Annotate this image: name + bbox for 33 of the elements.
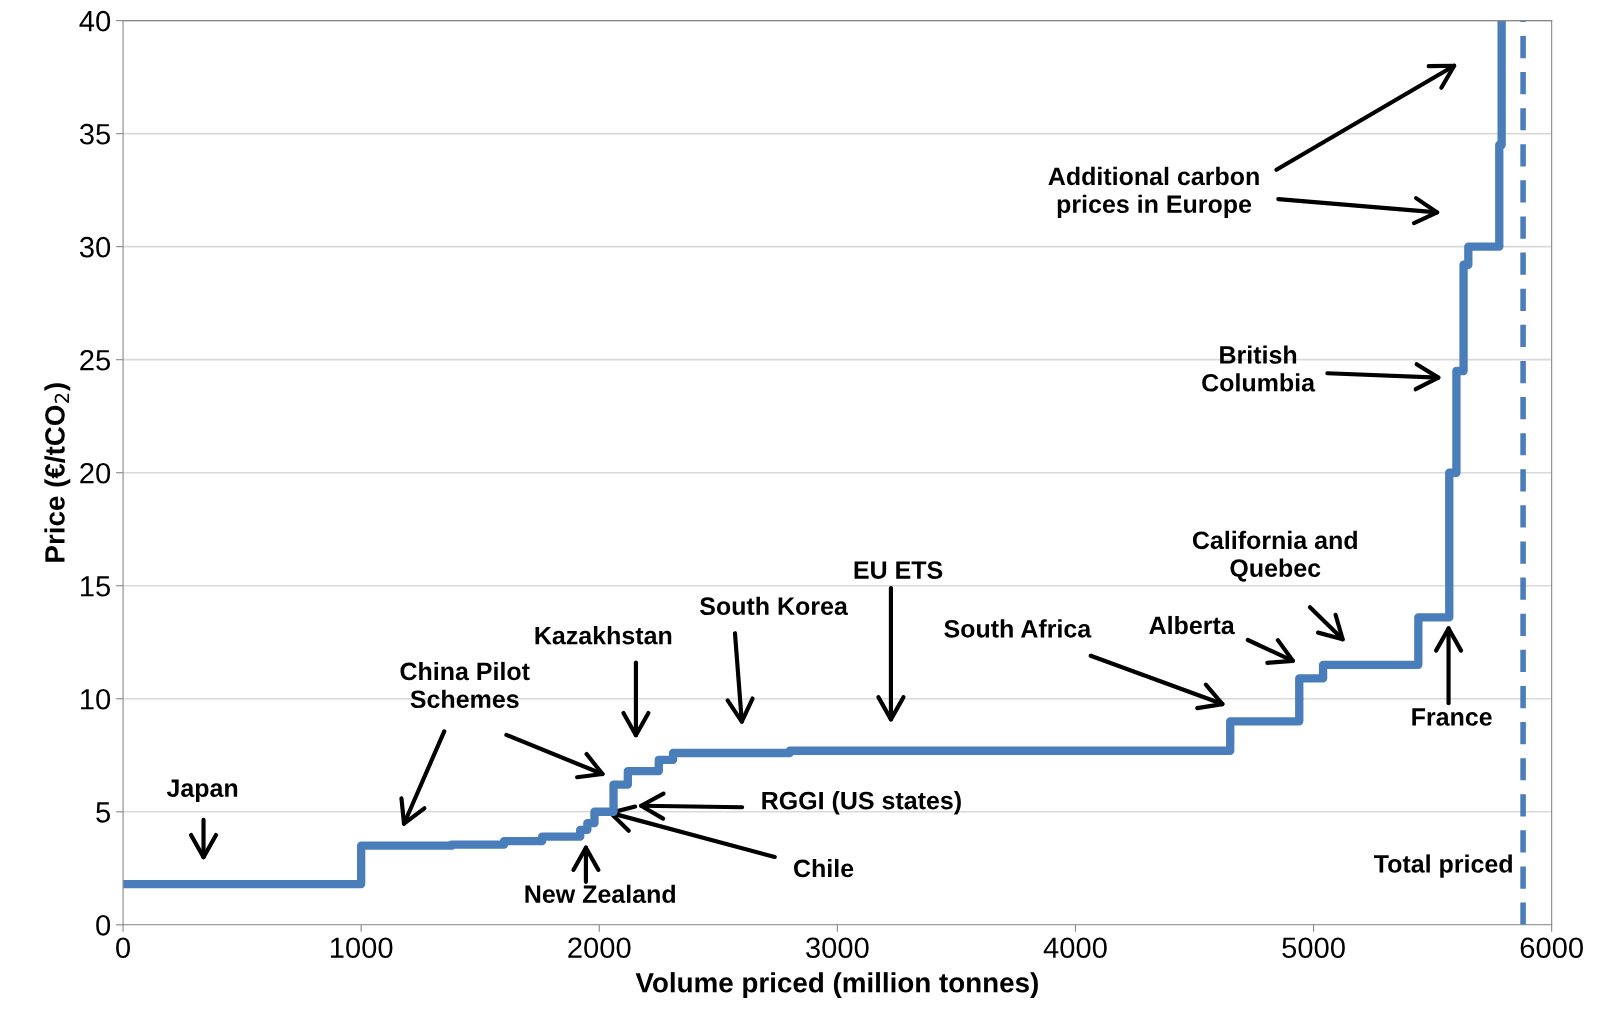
- annotation: Kazakhstan: [535, 626, 672, 645]
- x-tick-label: 3000: [806, 937, 869, 959]
- y-tick-label: 30: [79, 236, 111, 258]
- annotation: South Korea: [699, 596, 849, 616]
- annotation: Chile: [794, 858, 854, 878]
- annotation: Additional carbon prices in Europe: [1048, 166, 1259, 218]
- x-tick-label: 0: [116, 937, 131, 959]
- annotation: California and Quebec: [1192, 530, 1357, 582]
- annotation: Japan: [166, 779, 238, 802]
- y-tick-label: 25: [80, 349, 111, 371]
- y-tick-label: 0: [96, 915, 111, 936]
- x-tick-label: 4000: [1043, 937, 1107, 959]
- y-tick-label: 10: [81, 688, 111, 710]
- x-tick-label: 6000: [1520, 937, 1583, 959]
- annotation: New Zealand: [525, 884, 675, 904]
- x-tick-label: 2000: [568, 937, 631, 959]
- y-tick-label: 5: [96, 802, 111, 823]
- annotation: Alberta: [1149, 615, 1235, 635]
- x-tick-label: 1000: [330, 937, 393, 959]
- y-tick-label: 15: [81, 576, 111, 597]
- y-tick-label: 35: [79, 123, 111, 145]
- x-tick-label: 5000: [1282, 937, 1345, 959]
- y-axis-title: Price (€/tCO$_{2}$): [44, 383, 71, 562]
- x-axis-title: Volume priced (million tonnes): [635, 972, 1038, 999]
- annotation: China Pilot Schemes: [400, 661, 530, 709]
- y-tick-label: 20: [80, 462, 111, 484]
- annotation: British Columbia: [1202, 345, 1316, 392]
- annotation: France: [1412, 708, 1492, 726]
- ref-line-label: Total priced: [1374, 854, 1512, 878]
- y-tick-label: 40: [79, 10, 111, 32]
- annotation: RGGI (US states): [762, 791, 961, 815]
- annotation: EU ETS: [854, 561, 943, 579]
- annotation: South Africa: [944, 619, 1092, 638]
